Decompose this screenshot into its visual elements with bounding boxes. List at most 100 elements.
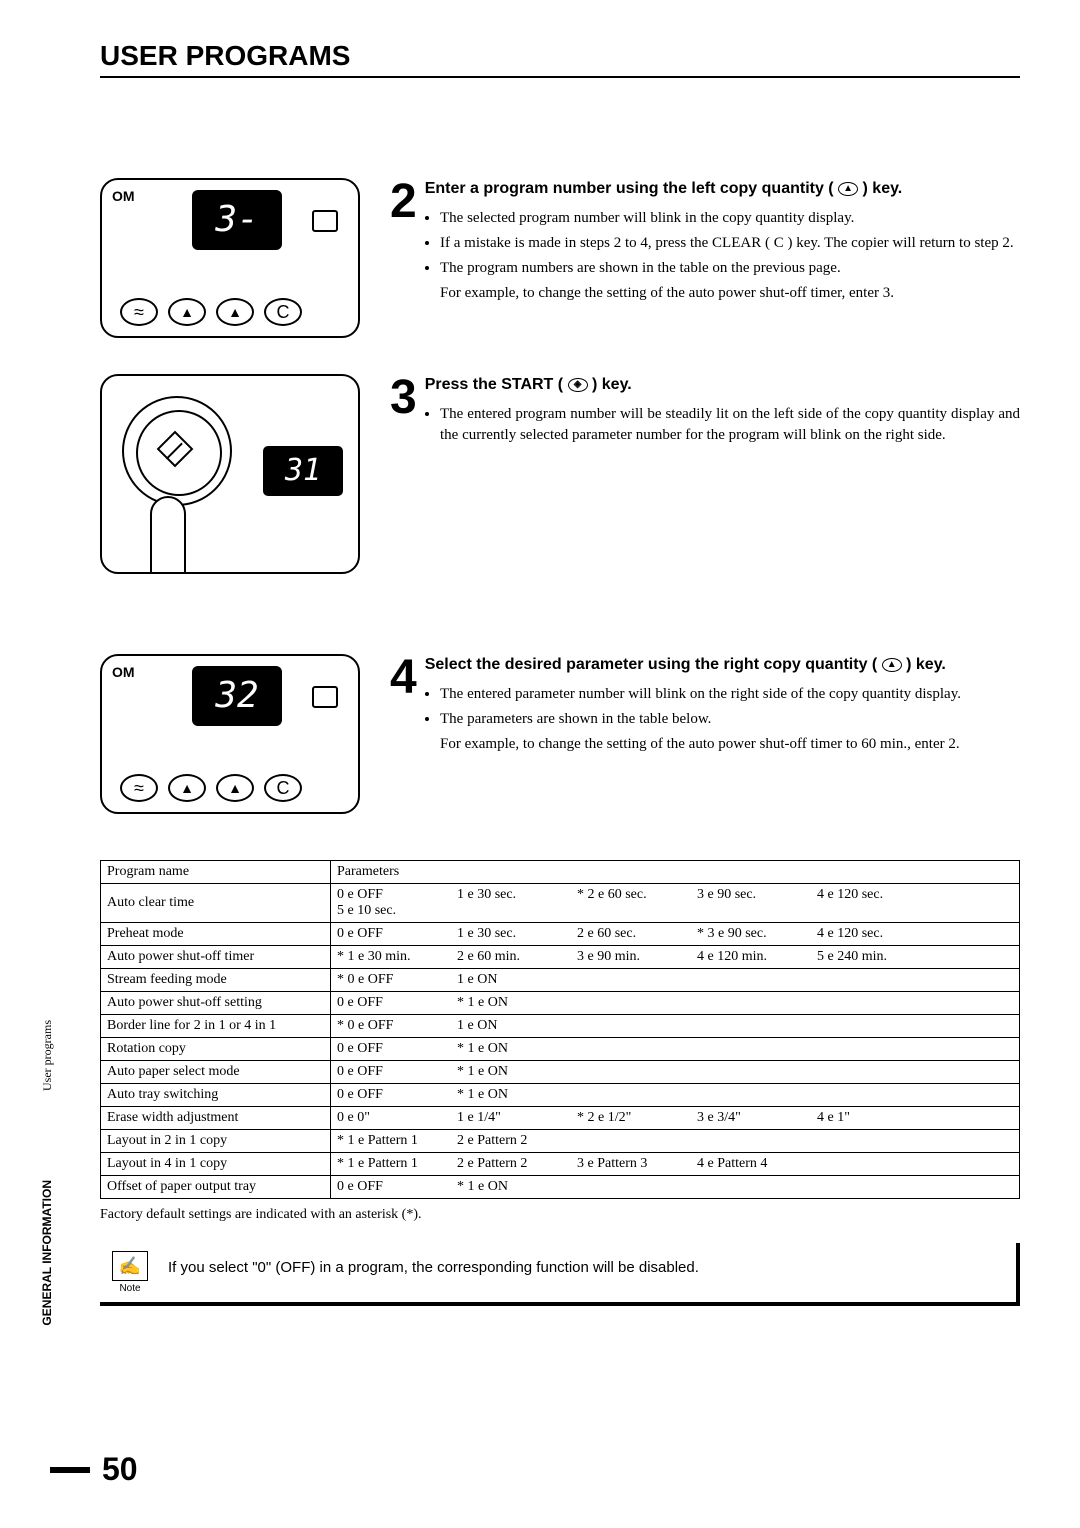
table-footnote: Factory default settings are indicated w… bbox=[100, 1207, 1020, 1223]
table-row: Rotation copy 0 e OFF* 1 e ON bbox=[101, 1038, 1020, 1061]
illustration-step3: 31 bbox=[100, 374, 360, 574]
param-option: 4 e 1" bbox=[817, 1110, 937, 1126]
note-label: Note bbox=[112, 1283, 148, 1294]
step-2-content: 2 Enter a program number using the left … bbox=[390, 178, 1020, 354]
step-3-row: 31 3 Press the START ( ◈ ) key. The ente… bbox=[100, 374, 1020, 574]
up-arrow-btn-3: ▲ bbox=[168, 774, 206, 802]
step-2-title-after: ) key. bbox=[858, 180, 902, 197]
step-3-title-after: ) key. bbox=[588, 376, 632, 393]
program-name-cell: Auto power shut-off setting bbox=[101, 992, 331, 1015]
param-cell: 0 e OFF 1 e 30 sec.* 2 e 60 sec. 3 e 90 … bbox=[331, 884, 1020, 923]
step-4-bullet-2: The parameters are shown in the table be… bbox=[440, 709, 1020, 730]
step-4-title: Select the desired parameter using the r… bbox=[390, 654, 1020, 676]
up-arrow-btn: ▲ bbox=[168, 298, 206, 326]
om-label-2: OM bbox=[112, 664, 135, 680]
illustration-step4: OM 32 ≈ ▲ ▲ C bbox=[100, 654, 360, 830]
program-name-cell: Layout in 4 in 1 copy bbox=[101, 1153, 331, 1176]
param-option: * 1 e ON bbox=[457, 1179, 577, 1195]
table-row: Offset of paper output tray 0 e OFF* 1 e… bbox=[101, 1176, 1020, 1199]
clear-btn: C bbox=[264, 298, 302, 326]
table-header-params: Parameters bbox=[331, 861, 1020, 884]
step-3-title-before: Press the START ( bbox=[425, 376, 568, 393]
param-option: 4 e Pattern 4 bbox=[697, 1156, 817, 1172]
side-label-general-info: GENERAL INFORMATION bbox=[40, 1180, 54, 1326]
table-row: Auto power shut-off setting 0 e OFF* 1 e… bbox=[101, 992, 1020, 1015]
param-option: 2 e 60 min. bbox=[457, 949, 577, 965]
page-number: 50 bbox=[102, 1451, 138, 1488]
param-option: 0 e OFF bbox=[337, 1041, 457, 1057]
param-option: * 1 e 30 min. bbox=[337, 949, 457, 965]
param-option: * 0 e OFF bbox=[337, 972, 457, 988]
param-option: * 1 e ON bbox=[457, 1041, 577, 1057]
step-2-tail: For example, to change the setting of th… bbox=[440, 283, 1020, 304]
param-cell: * 1 e Pattern 1 2 e Pattern 2 3 e Patter… bbox=[331, 1153, 1020, 1176]
table-row: Auto tray switching 0 e OFF* 1 e ON bbox=[101, 1084, 1020, 1107]
side-label-user-programs: User programs bbox=[40, 1020, 55, 1091]
copy-icon-2 bbox=[312, 686, 338, 708]
param-option: 2 e Pattern 2 bbox=[457, 1156, 577, 1172]
table-row: Border line for 2 in 1 or 4 in 1* 0 e OF… bbox=[101, 1015, 1020, 1038]
up-key-icon-2: ▲ bbox=[882, 658, 902, 672]
page-footer: 50 bbox=[50, 1451, 138, 1488]
param-option: 3 e 90 sec. bbox=[697, 887, 817, 903]
step-2-title-before: Enter a program number using the left co… bbox=[425, 180, 838, 197]
illustration-step2: OM 3- ≈ ▲ ▲ C bbox=[100, 178, 360, 354]
note-box: ✍ Note If you select "0" (OFF) in a prog… bbox=[100, 1243, 1020, 1306]
param-option: 0 e OFF bbox=[337, 995, 457, 1011]
hand-note-icon: ✍ bbox=[112, 1251, 148, 1281]
wifi-icon-2: ≈ bbox=[120, 774, 158, 802]
param-option: 3 e 90 min. bbox=[577, 949, 697, 965]
param-option: * 2 e 1/2" bbox=[577, 1110, 697, 1126]
program-name-cell: Stream feeding mode bbox=[101, 969, 331, 992]
step-number-4: 4 bbox=[390, 654, 417, 702]
step-4-content: 4 Select the desired parameter using the… bbox=[390, 654, 1020, 830]
table-row: Erase width adjustment 0 e 0" 1 e 1/4"* … bbox=[101, 1107, 1020, 1130]
param-option: 2 e Pattern 2 bbox=[457, 1133, 577, 1149]
up-arrow-btn-4: ▲ bbox=[216, 774, 254, 802]
param-option: * 3 e 90 sec. bbox=[697, 926, 817, 942]
page-header-title: USER PROGRAMS bbox=[100, 40, 1020, 78]
param-option: * 1 e ON bbox=[457, 1087, 577, 1103]
param-option: * 1 e Pattern 1 bbox=[337, 1133, 457, 1149]
step-4-title-after: ) key. bbox=[902, 656, 946, 673]
param-cell: 0 e OFF* 1 e ON bbox=[331, 1176, 1020, 1199]
program-name-cell: Auto paper select mode bbox=[101, 1061, 331, 1084]
table-row: Stream feeding mode* 0 e OFF 1 e ON bbox=[101, 969, 1020, 992]
step-2-row: OM 3- ≈ ▲ ▲ C 2 Enter a program number u… bbox=[100, 178, 1020, 354]
step-2-title: Enter a program number using the left co… bbox=[390, 178, 1020, 200]
param-cell: 0 e OFF 1 e 30 sec. 2 e 60 sec.* 3 e 90 … bbox=[331, 923, 1020, 946]
digit-display-2: 31 bbox=[263, 446, 343, 496]
program-name-cell: Border line for 2 in 1 or 4 in 1 bbox=[101, 1015, 331, 1038]
step-4-row: OM 32 ≈ ▲ ▲ C 4 Select the desired param… bbox=[100, 654, 1020, 830]
param-option: * 1 e ON bbox=[457, 995, 577, 1011]
param-cell: * 1 e Pattern 1 2 e Pattern 2 bbox=[331, 1130, 1020, 1153]
param-cell: 0 e OFF* 1 e ON bbox=[331, 1038, 1020, 1061]
step-3-body: The entered program number will be stead… bbox=[390, 404, 1020, 446]
step-4-bullet-1: The entered parameter number will blink … bbox=[440, 684, 1020, 705]
param-option: * 1 e ON bbox=[457, 1064, 577, 1080]
hand-press-panel: 31 bbox=[100, 374, 360, 574]
param-option: 4 e 120 sec. bbox=[817, 887, 937, 903]
note-icon-wrap: ✍ Note bbox=[112, 1251, 148, 1294]
param-option: 0 e OFF bbox=[337, 887, 457, 903]
program-name-cell: Rotation copy bbox=[101, 1038, 331, 1061]
param-option: * 1 e Pattern 1 bbox=[337, 1156, 457, 1172]
program-name-cell: Auto power shut-off timer bbox=[101, 946, 331, 969]
param-option: 5 e 10 sec. bbox=[337, 903, 457, 919]
param-cell: 0 e OFF* 1 e ON bbox=[331, 992, 1020, 1015]
program-name-cell: Preheat mode bbox=[101, 923, 331, 946]
footer-bar-icon bbox=[50, 1467, 90, 1473]
copy-icon bbox=[312, 210, 338, 232]
step-4-title-before: Select the desired parameter using the r… bbox=[425, 656, 882, 673]
step-2-bullet-2: If a mistake is made in steps 2 to 4, pr… bbox=[440, 233, 1020, 254]
table-header-program: Program name bbox=[101, 861, 331, 884]
param-option: 0 e OFF bbox=[337, 1087, 457, 1103]
param-option: 0 e 0" bbox=[337, 1110, 457, 1126]
om-label: OM bbox=[112, 188, 135, 204]
program-name-cell: Offset of paper output tray bbox=[101, 1176, 331, 1199]
program-name-cell: Auto tray switching bbox=[101, 1084, 331, 1107]
step-2-bullet-1: The selected program number will blink i… bbox=[440, 208, 1020, 229]
param-option: 1 e 30 sec. bbox=[457, 887, 577, 903]
lcd-panel-1: OM 3- ≈ ▲ ▲ C bbox=[100, 178, 360, 338]
note-text: If you select "0" (OFF) in a program, th… bbox=[168, 1251, 699, 1276]
